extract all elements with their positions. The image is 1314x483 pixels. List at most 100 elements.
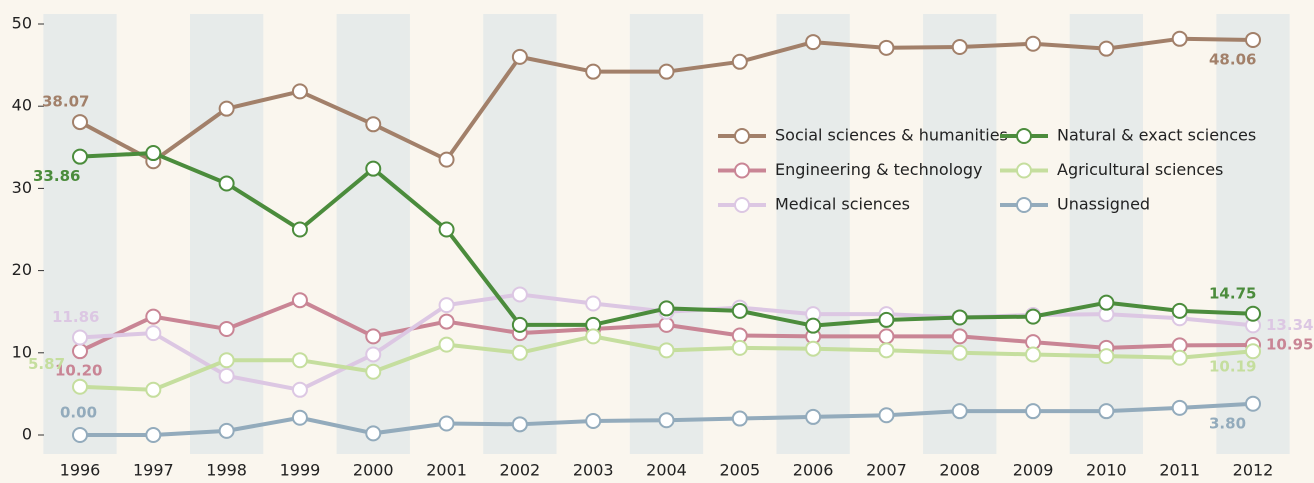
data-point (511, 316, 528, 333)
data-point (805, 340, 822, 357)
x-tick-label: 2005 (719, 461, 760, 480)
data-point (1025, 308, 1042, 325)
legend-marker (1016, 128, 1032, 144)
data-point (291, 292, 308, 309)
data-point (365, 116, 382, 133)
data-point (72, 114, 88, 131)
data-point (218, 352, 235, 369)
value-label: 13.34 (1266, 316, 1313, 334)
data-point (1025, 35, 1042, 52)
data-point (585, 413, 602, 430)
value-label: 10.95 (1266, 335, 1313, 353)
data-point (511, 48, 528, 65)
data-point (951, 328, 968, 345)
x-tick-label: 2000 (353, 461, 394, 480)
data-point (291, 409, 308, 426)
x-tick-label: 1998 (206, 461, 247, 480)
band (923, 14, 997, 454)
data-point (951, 39, 968, 56)
data-point (145, 427, 162, 443)
data-point (1245, 31, 1261, 48)
value-label: 48.06 (1209, 50, 1256, 68)
band (1216, 14, 1290, 454)
x-tick-label: 2009 (1013, 461, 1054, 480)
data-point (1245, 395, 1261, 412)
data-point (805, 34, 822, 51)
data-point (1245, 343, 1261, 360)
legend-marker (734, 128, 750, 144)
y-tick-label: 50 (12, 14, 32, 33)
data-point (1171, 302, 1188, 319)
data-point (365, 328, 382, 345)
data-point (72, 148, 88, 165)
data-point (878, 311, 895, 328)
data-point (145, 381, 162, 398)
data-point (878, 342, 895, 359)
data-point (218, 175, 235, 192)
data-point (951, 309, 968, 326)
data-point (805, 317, 822, 334)
y-tick-label: 0 (22, 425, 32, 444)
data-point (72, 378, 88, 395)
value-label: 10.20 (55, 362, 102, 380)
data-point (731, 339, 748, 356)
legend-marker (1016, 162, 1032, 179)
data-point (658, 63, 675, 80)
bands (43, 14, 1290, 454)
data-point (438, 151, 455, 168)
band (336, 14, 410, 454)
x-tick-label: 1997 (133, 461, 174, 480)
band (483, 14, 557, 454)
data-point (438, 221, 455, 238)
data-point (365, 363, 382, 380)
data-point (658, 300, 675, 317)
data-point (145, 325, 162, 342)
band (189, 14, 264, 454)
legend-marker (734, 197, 750, 213)
value-label: 3.80 (1209, 414, 1246, 432)
x-tick-label: 2011 (1159, 461, 1200, 480)
data-point (1245, 305, 1261, 322)
legend-label: Engineering & technology (775, 160, 983, 179)
legend-marker (734, 162, 750, 179)
legend-label: Medical sciences (775, 195, 910, 214)
x-tick-label: 2010 (1086, 461, 1127, 480)
y-tick-label: 40 (12, 96, 32, 115)
value-label: 33.86 (33, 167, 80, 185)
data-point (438, 415, 455, 432)
x-tick-label: 2012 (1233, 461, 1274, 480)
data-point (878, 39, 895, 56)
data-point (438, 297, 455, 314)
data-point (511, 344, 528, 361)
data-point (218, 422, 235, 439)
data-point (1171, 30, 1188, 47)
data-point (1098, 294, 1115, 311)
data-point (658, 412, 675, 429)
data-point (585, 328, 602, 345)
data-point (951, 344, 968, 361)
x-tick-label: 1999 (280, 461, 321, 480)
data-point (805, 408, 822, 425)
x-tick-label: 2007 (866, 461, 907, 480)
data-point (218, 367, 235, 384)
legend-marker (1016, 197, 1032, 213)
legend-label: Agricultural sciences (1057, 160, 1223, 179)
x-tick-label: 2006 (793, 461, 834, 480)
data-point (1098, 40, 1115, 57)
data-point (731, 410, 748, 427)
band (776, 14, 850, 454)
data-point (585, 295, 602, 312)
data-point (878, 407, 895, 424)
data-point (951, 403, 968, 420)
data-point (291, 381, 308, 398)
x-tick-label: 1996 (60, 461, 101, 480)
x-tick-label: 2008 (939, 461, 980, 480)
data-point (218, 320, 235, 337)
value-label: 14.75 (1209, 284, 1256, 302)
data-point (218, 100, 235, 117)
value-label: 38.07 (42, 93, 89, 111)
data-point (658, 316, 675, 333)
data-point (1025, 346, 1042, 363)
data-point (1171, 399, 1188, 416)
